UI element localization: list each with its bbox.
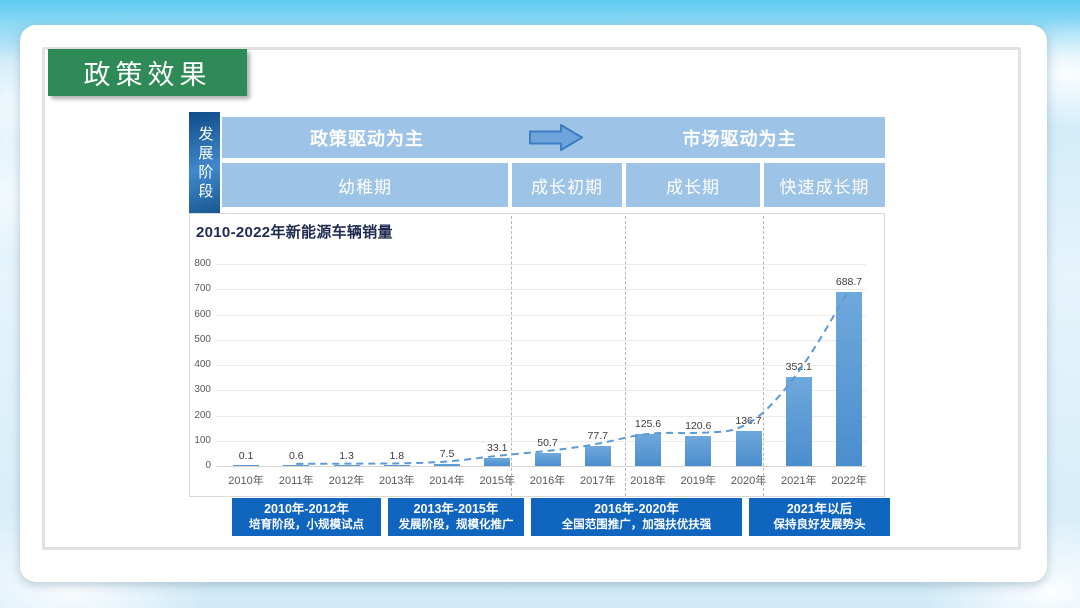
sales-bar-chart: 2010-2022年新能源车辆销量 0 100 200 300 400 500 600 700… xyxy=(189,213,885,497)
stage-separator-line xyxy=(625,216,626,496)
chart-bar xyxy=(635,434,661,466)
x-axis-label: 2013年 xyxy=(379,475,415,487)
chart-bar xyxy=(383,465,410,466)
chart-bar xyxy=(233,465,259,466)
stage-cell-early-growth: 成长初期 xyxy=(512,163,622,207)
x-axis-label: 2014年 xyxy=(429,475,465,487)
chart-bar xyxy=(735,431,762,466)
stage-separator-line xyxy=(511,216,512,496)
x-axis-label: 2022年 xyxy=(831,475,867,487)
bar-value-label: 352.1 xyxy=(785,361,812,374)
gridline xyxy=(216,264,866,265)
dev-stage-row-header: 发展阶段 xyxy=(189,112,220,215)
phase-period: 2016年-2020年 xyxy=(594,501,679,516)
phase-desc: 发展阶段，规模化推广 xyxy=(398,519,514,532)
x-axis-label: 2012年 xyxy=(328,475,365,487)
y-axis-tick: 500 xyxy=(194,333,211,345)
slide-title: 政策效果 xyxy=(83,60,212,91)
stage-separator-line xyxy=(763,216,764,496)
phase-box-2021-after: 2021年以后 保持良好发展势头 xyxy=(749,498,890,536)
chart-bar xyxy=(534,453,561,466)
phase-period: 2013年-2015年 xyxy=(413,501,499,516)
y-axis-tick: 100 xyxy=(194,434,211,446)
x-axis-label: 2010年 xyxy=(228,475,264,487)
x-axis-label: 2011年 xyxy=(278,475,314,487)
y-axis-tick: 400 xyxy=(194,359,211,370)
y-axis-tick: 0 xyxy=(205,460,211,471)
y-axis-tick: 600 xyxy=(194,308,211,320)
chart-title: 2010-2022年新能源车辆销量 xyxy=(196,224,393,241)
phase-box-2013-2015: 2013年-2015年 发展阶段，规模化推广 xyxy=(388,498,524,536)
phase-desc: 保持良好发展势头 xyxy=(773,519,866,532)
bar-value-label: 77.7 xyxy=(587,430,608,443)
dev-stage-label: 发展阶段 xyxy=(196,125,214,202)
gridline xyxy=(216,339,866,341)
chart-bar xyxy=(283,465,310,466)
gridline xyxy=(216,390,866,392)
bar-value-label: 0.1 xyxy=(238,449,254,462)
x-axis-label: 2020年 xyxy=(730,475,767,487)
chart-bar xyxy=(685,435,712,466)
stage-cell-growth: 成长期 xyxy=(626,163,760,207)
x-axis-label: 2021年 xyxy=(781,475,817,487)
phase-period: 2021年以后 xyxy=(786,501,853,516)
phase-period: 2010年-2012年 xyxy=(264,501,349,516)
gridline xyxy=(216,289,866,291)
x-axis-label: 2017年 xyxy=(580,475,616,487)
chart-bar xyxy=(836,292,862,466)
x-axis-label: 2016年 xyxy=(529,475,566,487)
stage-cell-infancy: 幼稚期 xyxy=(222,163,508,207)
phase-box-2016-2020: 2016年-2020年 全国范围推广，加强扶优扶强 xyxy=(531,498,742,536)
chart-bar xyxy=(785,377,812,466)
y-axis-tick: 300 xyxy=(194,384,211,396)
gridline xyxy=(216,466,866,467)
phase-box-2010-2012: 2010年-2012年 培育阶段，小规模试点 xyxy=(232,498,381,536)
y-axis-tick: 800 xyxy=(194,258,211,269)
y-axis-tick: 700 xyxy=(194,283,211,295)
x-axis-label: 2019年 xyxy=(680,475,716,487)
market-driver-label: 市场驱动为主 xyxy=(682,128,797,149)
bar-value-label: 688.7 xyxy=(835,276,863,289)
right-arrow-icon xyxy=(528,123,584,152)
stage-cell-rapid-growth: 快速成长期 xyxy=(764,163,885,207)
chart-bar xyxy=(434,464,460,466)
chart-bar xyxy=(484,457,511,466)
phase-desc: 全国范围推广，加强扶优扶强 xyxy=(561,519,712,532)
chart-bar xyxy=(584,446,611,466)
y-axis-tick: 200 xyxy=(194,409,211,421)
slide-title-box: 政策效果 xyxy=(48,49,247,96)
phase-desc: 培育阶段，小规模试点 xyxy=(249,519,364,532)
policy-driver-label: 政策驱动为主 xyxy=(310,128,424,149)
inner-frame xyxy=(42,47,1021,550)
driver-row: 政策驱动为主 市场驱动为主 xyxy=(222,117,885,158)
x-axis-label: 2018年 xyxy=(630,475,666,487)
gridline xyxy=(216,314,866,316)
x-axis-label: 2015年 xyxy=(479,475,515,487)
chart-bar xyxy=(333,465,360,466)
bar-value-label: 136.7 xyxy=(735,415,762,428)
